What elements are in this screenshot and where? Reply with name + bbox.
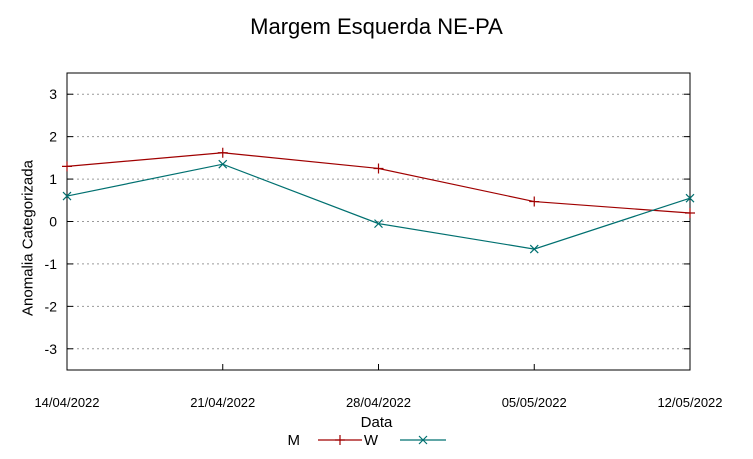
chart-title: Margem Esquerda NE-PA [250, 14, 503, 39]
data-point-W-2 [374, 219, 383, 229]
x-tick-label: 28/04/2022 [346, 395, 411, 410]
data-point-M-1 [217, 147, 228, 158]
y-tick-label: 3 [49, 86, 57, 102]
legend-marker-W [418, 435, 428, 445]
data-point-M-3 [529, 196, 540, 207]
x-tick-label: 05/05/2022 [502, 395, 567, 410]
plot-frame [66, 72, 691, 371]
x-tick-label: 12/05/2022 [657, 395, 722, 410]
data-point-W-1 [218, 159, 228, 169]
y-tick-label: -2 [45, 298, 58, 314]
data-point-W-0 [62, 191, 72, 201]
data-point-M-0 [62, 161, 72, 172]
y-tick-label: 1 [49, 171, 57, 187]
legend-label-M: M [288, 432, 301, 449]
legend-marker-M [335, 435, 345, 445]
y-tick-label: 2 [49, 129, 57, 145]
data-point-M-4 [685, 208, 695, 219]
y-tick-label: 0 [49, 214, 57, 230]
y-tick-label: -3 [45, 341, 58, 357]
x-axis-label: Data [360, 414, 393, 431]
data-point-W-3 [529, 244, 539, 254]
series-line-M [66, 152, 691, 214]
data-point-W-4 [685, 193, 695, 203]
y-tick-label: -1 [45, 256, 58, 272]
x-tick-label: 14/04/2022 [34, 395, 99, 410]
data-point-M-2 [373, 163, 384, 174]
x-tick-label: 21/04/2022 [190, 395, 255, 410]
legend-label-W: W [364, 432, 379, 449]
